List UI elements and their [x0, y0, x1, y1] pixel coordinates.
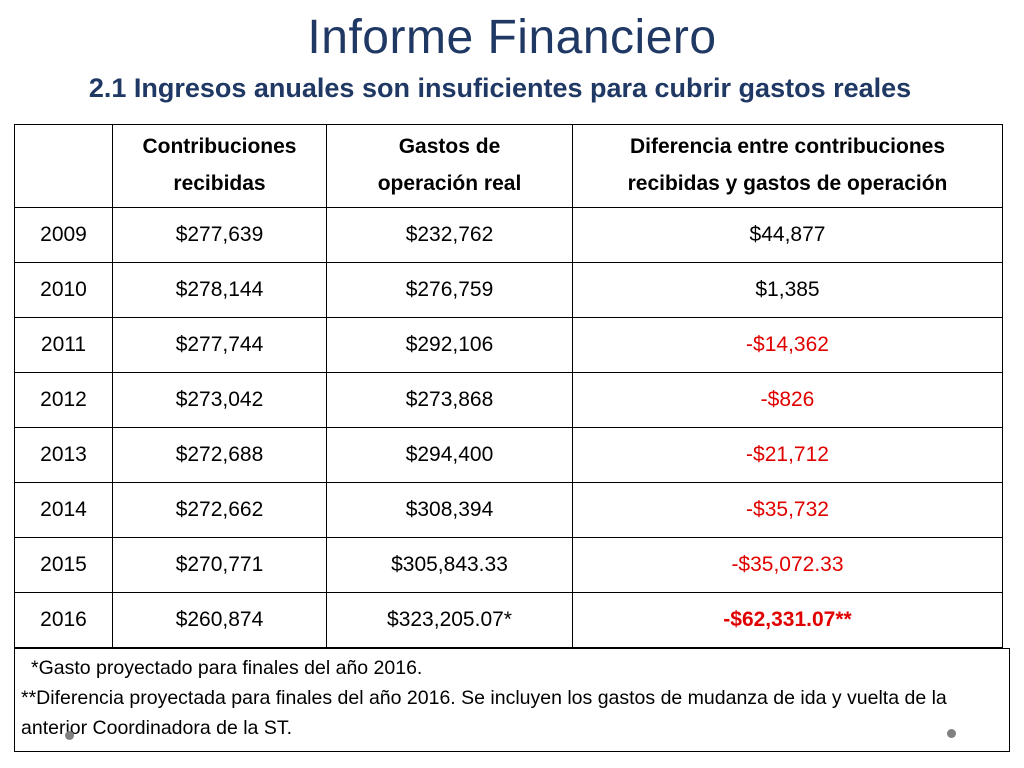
cell-difference: -$35,732	[572, 482, 1003, 538]
header-expenses: Gastos de operación real	[326, 124, 573, 208]
header-year	[14, 124, 113, 208]
cell-contributions: $273,042	[112, 372, 327, 428]
table-row: 2014 $272,662 $308,394 -$35,732	[14, 482, 1003, 538]
header-expenses-line1: Gastos de	[398, 135, 501, 159]
footnote-expense: *Gasto proyectado para finales del año 2…	[31, 657, 423, 679]
table-row: 2015 $270,771 $305,843.33 -$35,072.33	[14, 537, 1003, 593]
cell-difference: $44,877	[572, 207, 1003, 263]
cell-contributions: $270,771	[112, 537, 327, 593]
cell-difference: -$62,331.07**	[572, 592, 1003, 648]
cell-year: 2016	[14, 592, 113, 648]
cell-year: 2015	[14, 537, 113, 593]
cell-difference: -$35,072.33	[572, 537, 1003, 593]
cell-expenses: $273,868	[326, 372, 573, 428]
cell-expenses: $308,394	[326, 482, 573, 538]
cell-expenses: $305,843.33	[326, 537, 573, 593]
cell-difference: -$14,362	[572, 317, 1003, 373]
footnotes-box: *Gasto proyectado para finales del año 2…	[14, 648, 1010, 752]
cell-year: 2009	[14, 207, 113, 263]
header-contributions: Contribuciones recibidas	[112, 124, 327, 208]
slide-dot-left	[65, 731, 74, 740]
cell-year: 2011	[14, 317, 113, 373]
header-difference: Diferencia entre contribuciones recibida…	[572, 124, 1003, 208]
cell-contributions: $277,744	[112, 317, 327, 373]
table-row: 2010 $278,144 $276,759 $1,385	[14, 262, 1003, 318]
cell-contributions: $278,144	[112, 262, 327, 318]
cell-year: 2012	[14, 372, 113, 428]
cell-year: 2013	[14, 427, 113, 483]
cell-expenses: $232,762	[326, 207, 573, 263]
table-row: 2013 $272,688 $294,400 -$21,712	[14, 427, 1003, 483]
cell-contributions: $272,688	[112, 427, 327, 483]
cell-contributions: $260,874	[112, 592, 327, 648]
page-subtitle: 2.1 Ingresos anuales son insuficientes p…	[88, 73, 912, 103]
header-difference-line2: recibidas y gastos de operación	[627, 172, 948, 195]
cell-contributions: $277,639	[112, 207, 327, 263]
table-header-row: Contribuciones recibidas Gastos de opera…	[14, 124, 1003, 208]
page-title: Informe Financiero	[307, 11, 717, 64]
cell-difference: -$21,712	[572, 427, 1003, 483]
financial-table: Contribuciones recibidas Gastos de opera…	[14, 124, 1003, 648]
cell-expenses: $294,400	[326, 427, 573, 483]
header-contributions-line1: Contribuciones	[142, 135, 297, 159]
cell-expenses: $323,205.07*	[326, 592, 573, 648]
cell-expenses: $292,106	[326, 317, 573, 373]
header-difference-line1: Diferencia entre contribuciones	[629, 135, 946, 159]
table-row: 2016 $260,874 $323,205.07* -$62,331.07**	[14, 592, 1003, 648]
slide-dot-right	[947, 729, 956, 738]
cell-year: 2014	[14, 482, 113, 538]
table-row: 2012 $273,042 $273,868 -$826	[14, 372, 1003, 428]
cell-contributions: $272,662	[112, 482, 327, 538]
cell-expenses: $276,759	[326, 262, 573, 318]
footnote-difference: **Diferencia proyectada para finales del…	[21, 687, 947, 740]
header-contributions-line2: recibidas	[173, 172, 266, 195]
cell-year: 2010	[14, 262, 113, 318]
cell-difference: -$826	[572, 372, 1003, 428]
cell-difference: $1,385	[572, 262, 1003, 318]
header-expenses-line2: operación real	[377, 172, 522, 195]
table-row: 2009 $277,639 $232,762 $44,877	[14, 207, 1003, 263]
table-row: 2011 $277,744 $292,106 -$14,362	[14, 317, 1003, 373]
